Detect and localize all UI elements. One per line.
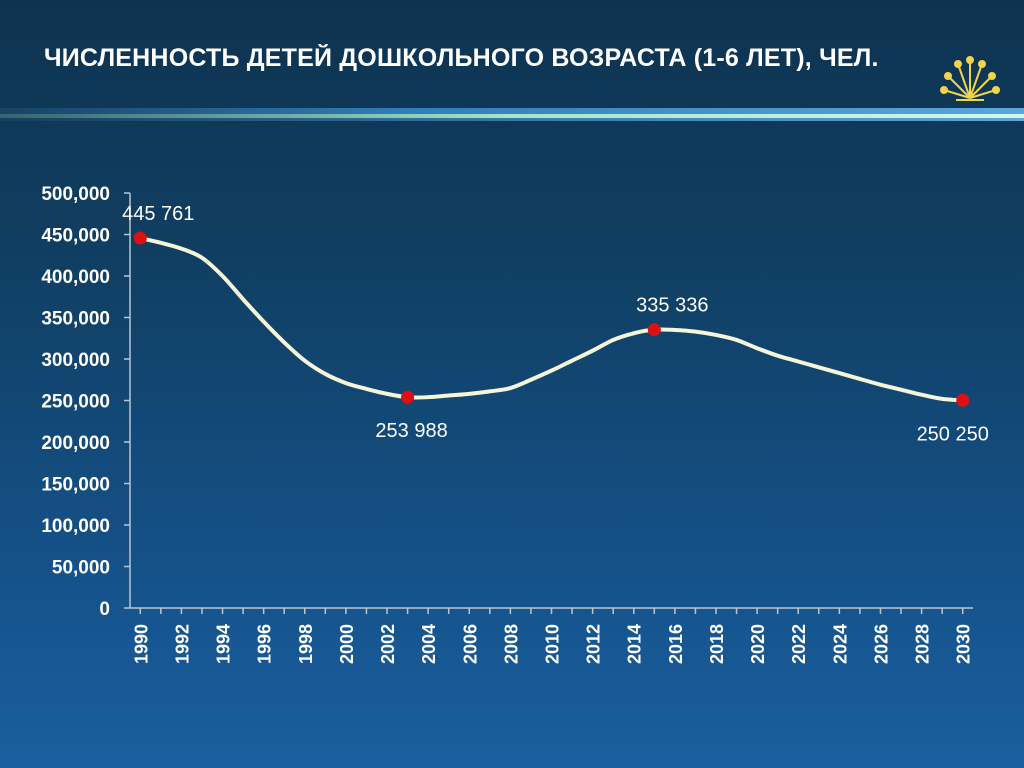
series-line [138, 236, 965, 403]
x-tick-label: 2002 [378, 624, 398, 664]
y-axis-tick-labels: 0 50,000 100,000 150,000 200,000 250,000 300,0… [41, 184, 110, 620]
x-tick-label: 2014 [625, 624, 645, 664]
data-marker [647, 323, 661, 337]
sunburst-logo-icon [940, 56, 1000, 101]
x-tick-label: 1996 [255, 624, 275, 664]
x-tick-label: 2022 [789, 624, 809, 664]
x-tick-label: 2004 [419, 624, 439, 664]
y-tick-label: 400,000 [41, 267, 110, 288]
x-axis-tick-labels: 1990 1992 1994 1996 1998 2000 2002 2004 2006 2008… [131, 624, 973, 664]
slide-title: ЧИСЛЕННОСТЬ ДЕТЕЙ ДОШКОЛЬНОГО ВОЗРАСТА (… [44, 44, 879, 72]
x-tick-label: 2006 [460, 624, 480, 664]
data-label: 253 988 [375, 420, 447, 442]
x-tick-label: 2024 [830, 624, 850, 664]
data-label: 250 250 [917, 423, 989, 445]
x-tick-label: 2008 [501, 624, 521, 664]
x-tick-label: 1998 [296, 624, 316, 664]
x-tick-label: 1992 [172, 624, 192, 664]
data-markers [133, 231, 970, 407]
data-marker [401, 390, 415, 404]
y-tick-label: 0 [99, 599, 110, 620]
x-tick-label: 2010 [543, 624, 563, 664]
data-marker [956, 393, 970, 407]
data-label: 445 761 [122, 203, 194, 225]
header-stripe-blue [0, 108, 1024, 114]
x-tick-label: 1990 [131, 624, 151, 664]
x-tick-label: 2020 [748, 624, 768, 664]
y-tick-label: 300,000 [41, 350, 110, 371]
x-tick-label: 1994 [214, 624, 234, 664]
x-tick-label: 2026 [871, 624, 891, 664]
y-tick-label: 200,000 [41, 433, 110, 454]
y-tick-label: 250,000 [41, 392, 110, 413]
x-tick-label: 2018 [707, 624, 727, 664]
y-tick-label: 50,000 [52, 558, 110, 579]
x-tick-label: 2030 [954, 624, 974, 664]
x-tick-label: 2000 [337, 624, 357, 664]
x-tick-label: 2028 [913, 624, 933, 664]
y-tick-label: 100,000 [41, 516, 110, 537]
y-tick-label: 450,000 [41, 226, 110, 247]
y-tick-label: 350,000 [41, 309, 110, 330]
header-stripe-lower [0, 118, 1024, 121]
data-label: 335 336 [636, 295, 708, 317]
y-tick-label: 500,000 [41, 184, 110, 205]
data-labels: 445 761 253 988 335 336 250 250 [122, 203, 989, 445]
data-marker [133, 231, 147, 245]
x-tick-label: 2012 [584, 624, 604, 664]
x-tick-label: 2016 [666, 624, 686, 664]
chart-axes [124, 192, 973, 614]
y-tick-label: 150,000 [41, 475, 110, 496]
header-stripe-green [0, 114, 1024, 118]
